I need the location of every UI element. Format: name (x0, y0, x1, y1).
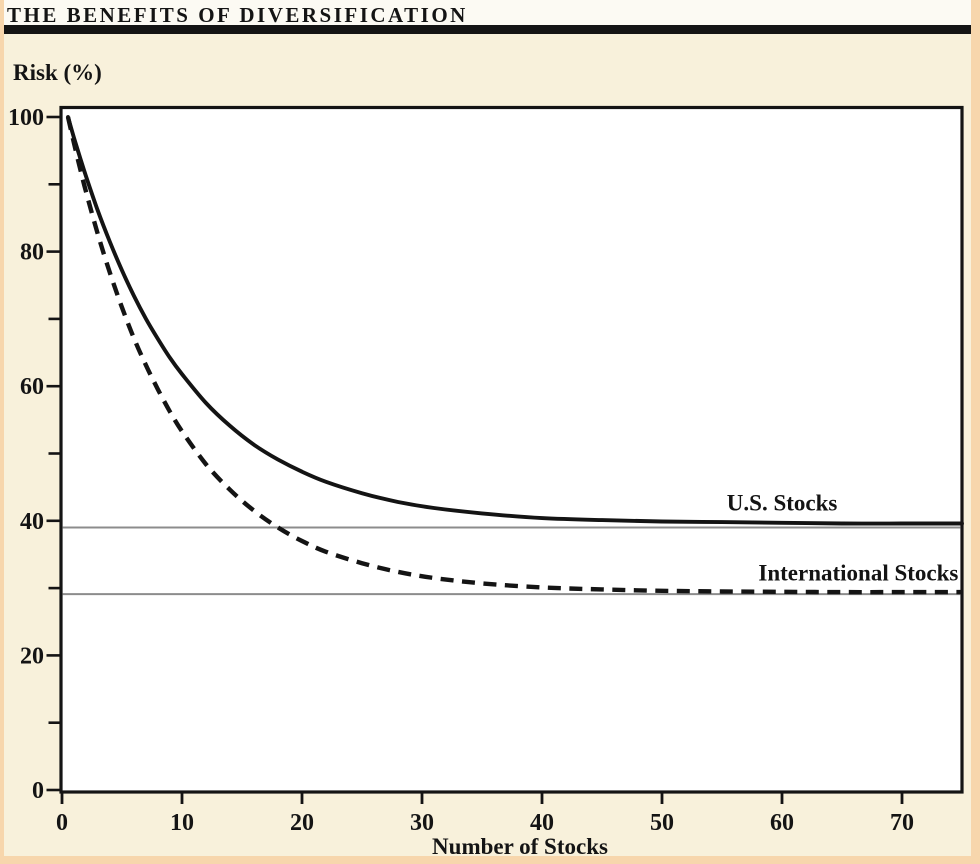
y-axis-title: Risk (%) (13, 60, 102, 85)
x-tick-label: 0 (56, 810, 68, 836)
y-tick-label: 80 (20, 240, 44, 266)
x-tick-label: 60 (770, 810, 794, 836)
international-stocks-curve (65, 116, 962, 595)
page-title: THE BENEFITS OF DIVERSIFICATION (7, 3, 468, 27)
y-tick-label: 100 (8, 105, 44, 131)
x-tick-label: 10 (170, 810, 194, 836)
x-tick-label: 70 (890, 810, 914, 836)
x-tick-label: 50 (650, 810, 674, 836)
x-tick-label: 30 (410, 810, 434, 836)
y-tick-label: 0 (32, 778, 44, 804)
title-rule (4, 25, 971, 34)
us-stocks-label: U.S. Stocks (727, 491, 838, 516)
title-band: THE BENEFITS OF DIVERSIFICATION (4, 0, 971, 27)
us-stocks-curve (66, 115, 964, 526)
y-tick-label: 60 (20, 374, 44, 400)
y-tick-label: 40 (20, 509, 44, 535)
international-stocks-label: International Stocks (758, 561, 958, 586)
x-tick-label: 20 (290, 810, 314, 836)
y-tick-label: 20 (20, 643, 44, 669)
x-axis-title: Number of Stocks (432, 834, 608, 859)
x-tick-label: 40 (530, 810, 554, 836)
plot-area (59, 105, 964, 794)
